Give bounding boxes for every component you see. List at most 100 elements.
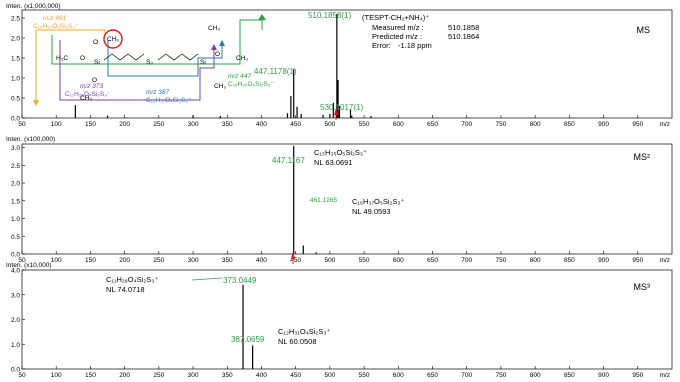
atom-o-right: O bbox=[215, 51, 220, 58]
x-tick-label: 600 bbox=[393, 257, 404, 264]
x-tick-label: 950 bbox=[632, 121, 643, 128]
x-tick-label: 750 bbox=[496, 372, 507, 379]
y-tick-label: 2.0 bbox=[11, 181, 20, 188]
ms3-frag2-formula: C₁₂H₃₁O₄Si₂S₃⁺ bbox=[278, 327, 330, 336]
ms3-frag2-nl: NL 60.0508 bbox=[278, 337, 317, 346]
ms-intensity-label: Inten. (x1,000,000) bbox=[6, 3, 61, 10]
x-tick-label: 200 bbox=[119, 372, 130, 379]
x-tick-label: 500 bbox=[324, 257, 335, 264]
fragment-461-arrowhead bbox=[33, 100, 39, 106]
chain-right bbox=[157, 53, 199, 61]
x-tick-label: 800 bbox=[530, 372, 541, 379]
x-tick-label: 250 bbox=[153, 121, 164, 128]
x-tick-label: 100 bbox=[51, 257, 62, 264]
x-tick-label: 900 bbox=[598, 121, 609, 128]
atom-ch3-right: CH₃ bbox=[236, 55, 248, 62]
atom-h3c-left: H₃C bbox=[56, 55, 68, 62]
x-tick-label: 400 bbox=[256, 257, 267, 264]
y-tick-label: 2.0 bbox=[11, 36, 20, 43]
fragment-461-path bbox=[36, 29, 106, 36]
ms3-frag1-nl: NL 74.0718 bbox=[106, 285, 145, 294]
x-unit-label: m/z bbox=[660, 372, 670, 379]
ms-peak-510-label: 510.1858(1) bbox=[308, 11, 351, 20]
y-tick-label: 3.0 bbox=[11, 145, 20, 152]
ms-predicted-value: 510.1864 bbox=[448, 32, 479, 41]
atom-o-bottom: O bbox=[92, 77, 97, 84]
ms3-peak-387-label: 387.0659 bbox=[231, 335, 265, 344]
y-tick-label: 0.0 bbox=[11, 367, 20, 374]
ms-precursor-arrow bbox=[334, 108, 338, 115]
atom-si-left: Si bbox=[94, 59, 100, 66]
ms2-panel-label: MS² bbox=[634, 152, 651, 162]
x-tick-label: 100 bbox=[51, 372, 62, 379]
ms-plot-frame bbox=[21, 9, 673, 119]
x-tick-label: 250 bbox=[153, 372, 164, 379]
atom-si-right: Si bbox=[200, 59, 206, 66]
x-tick-label: 900 bbox=[598, 257, 609, 264]
ms2-frag1-nl: NL 63.0691 bbox=[314, 158, 353, 167]
ms3-frag1-formula: C₁₁H₂₉O₄Si₂S₃⁺ bbox=[106, 275, 158, 284]
atom-o-left: O bbox=[80, 55, 85, 62]
x-tick-label: 550 bbox=[359, 121, 370, 128]
x-tick-label: 200 bbox=[119, 257, 130, 264]
x-tick-label: 350 bbox=[222, 121, 233, 128]
atom-ch3-bottom: CH₃ bbox=[80, 95, 92, 102]
fragment-447-formula: C₁₅H₃₅O₅Si₂S₃⁻ bbox=[228, 81, 274, 88]
x-tick-label: 450 bbox=[290, 257, 301, 264]
ms-measured-value: 510.1858 bbox=[448, 23, 479, 32]
x-tick-label: 150 bbox=[85, 121, 96, 128]
fragment-461-mz: m/z 461 bbox=[43, 15, 67, 22]
x-tick-label: 150 bbox=[85, 257, 96, 264]
ms2-frag1-formula: C₁₅H₃₅O₅Si₂S₃⁺ bbox=[314, 148, 367, 157]
ms3-frag1-leader bbox=[191, 277, 223, 281]
y-tick-label: 1.5 bbox=[11, 198, 20, 205]
y-tick-label: 1.0 bbox=[11, 76, 20, 83]
x-tick-label: 700 bbox=[461, 372, 472, 379]
x-tick-label: 650 bbox=[427, 257, 438, 264]
ms2-peak-447-label: 447.1167 bbox=[272, 156, 305, 165]
y-tick-label: 0.5 bbox=[11, 234, 20, 241]
ms2-intensity-label: Inten. (x100,000) bbox=[6, 136, 55, 143]
y-tick-label: 0.0 bbox=[11, 116, 20, 123]
atom-ch3-bottom-right: CH₃ bbox=[214, 83, 226, 90]
x-tick-label: 50 bbox=[18, 372, 26, 379]
ms3-peak-373-label: 373.0449 bbox=[223, 276, 257, 285]
ms-peak-530-label: 530.1017(1) bbox=[320, 103, 363, 112]
x-tick-label: 550 bbox=[359, 372, 370, 379]
atom-ch3-circled: CH₃ bbox=[107, 36, 119, 43]
x-tick-label: 500 bbox=[324, 372, 335, 379]
x-tick-label: 600 bbox=[393, 372, 404, 379]
molecule-structure: m/z 461 C₁₆H₃₇O₅Si₂S₃⁻ m/z 447 C₁₅H₃₅O₅S… bbox=[33, 14, 274, 106]
ms2-peak-461-label: 461.1265 bbox=[310, 197, 337, 204]
fragment-461-formula: C₁₆H₃₇O₅Si₂S₃⁻ bbox=[33, 23, 79, 30]
ms2-frag2-nl: NL 49.0593 bbox=[352, 207, 391, 216]
atom-s3: S₃ bbox=[146, 59, 153, 66]
ms2-panel: Inten. (x100,000) MS² 0.0 0.5 1.0 1.5 2.0 2.5… bbox=[6, 136, 673, 264]
x-tick-label: 400 bbox=[256, 121, 267, 128]
x-tick-label: 450 bbox=[290, 121, 301, 128]
y-tick-label: 1.0 bbox=[11, 216, 20, 223]
x-tick-label: 800 bbox=[530, 257, 541, 264]
ms-predicted-label: Predicted m/z : bbox=[372, 32, 422, 41]
ms2-frag2-formula: C₁₆H₃₇O₅Si₂S₃⁺ bbox=[352, 197, 405, 206]
ms-error-label: Error: bbox=[372, 41, 391, 50]
fragment-373-formula: C₁₁H₂₉O₄Si₂S₃⁻ bbox=[65, 91, 111, 98]
y-tick-label: 0.0 bbox=[11, 252, 20, 259]
x-tick-label: 300 bbox=[188, 257, 199, 264]
x-tick-label: 950 bbox=[632, 372, 643, 379]
x-tick-label: 350 bbox=[222, 372, 233, 379]
ms3-panel-label: MS³ bbox=[634, 282, 651, 292]
ms3-intensity-label: Inten. (x10,000) bbox=[6, 262, 52, 269]
y-tick-label: 2.5 bbox=[11, 16, 20, 23]
atom-ch3-top-right: CH₃ bbox=[208, 25, 220, 32]
y-tick-label: 0.5 bbox=[11, 96, 20, 103]
y-tick-label: 1.5 bbox=[11, 56, 20, 63]
fragment-447-arrowhead bbox=[258, 14, 266, 20]
x-tick-label: 300 bbox=[188, 372, 199, 379]
ms-ion-label: (TESPT-CH₂+NH₄)⁺ bbox=[362, 13, 429, 22]
ms3-panel: Inten. (x10,000) MS³ 0.0 1.0 2.0 3.0 4.0 50 1… bbox=[6, 262, 673, 379]
x-tick-label: 500 bbox=[324, 121, 335, 128]
x-tick-label: 450 bbox=[290, 372, 301, 379]
x-tick-label: 550 bbox=[359, 257, 370, 264]
x-tick-label: 800 bbox=[530, 121, 541, 128]
